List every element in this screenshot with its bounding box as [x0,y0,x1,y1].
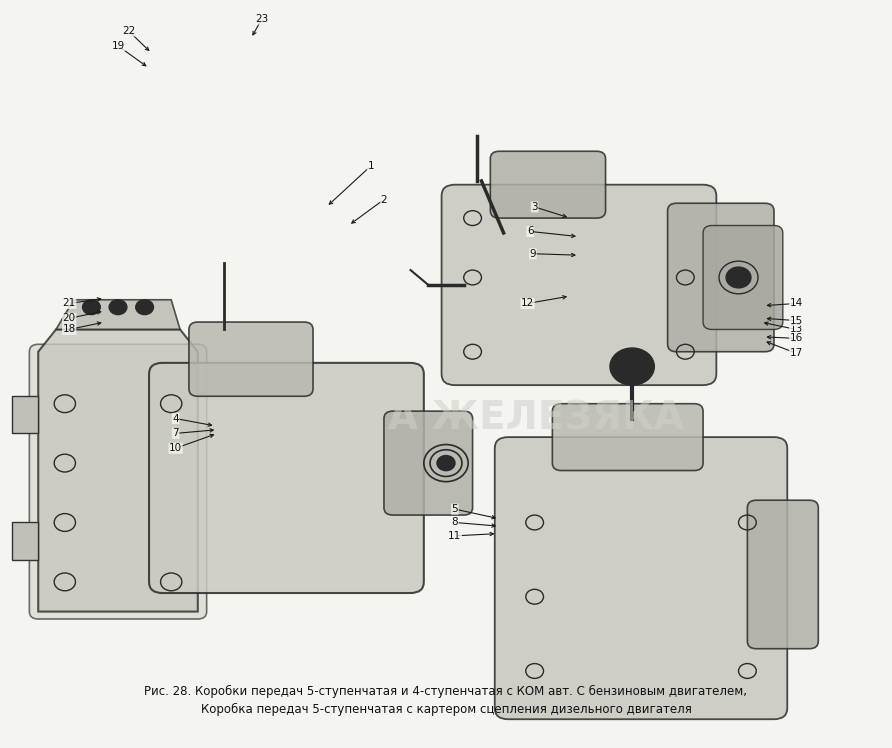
Text: 2: 2 [381,194,387,204]
FancyBboxPatch shape [442,185,716,385]
Text: Коробка передач 5-ступенчатая с картером сцепления дизельного двигателя: Коробка передач 5-ступенчатая с картером… [201,703,691,716]
Text: 8: 8 [451,518,458,527]
Text: 17: 17 [789,349,803,358]
Text: 22: 22 [122,26,136,36]
Text: 20: 20 [62,313,76,323]
Text: 1: 1 [368,161,374,171]
FancyBboxPatch shape [29,344,207,619]
Text: 15: 15 [789,316,803,325]
Text: 18: 18 [62,325,76,334]
Text: ПЛАНЕТА ЖЕЛЕЗЯКА: ПЛАНЕТА ЖЕЛЕЗЯКА [208,399,684,438]
Text: 16: 16 [789,334,803,343]
Circle shape [726,267,751,288]
Text: 19: 19 [112,41,125,51]
Text: 10: 10 [169,444,182,453]
FancyBboxPatch shape [747,500,818,649]
Circle shape [83,300,100,315]
FancyBboxPatch shape [491,151,606,218]
FancyBboxPatch shape [495,437,788,720]
Text: 23: 23 [255,14,268,24]
FancyBboxPatch shape [703,225,783,329]
Text: 9: 9 [530,249,536,259]
Polygon shape [12,523,38,560]
Circle shape [136,300,153,315]
FancyBboxPatch shape [149,363,424,593]
Circle shape [437,456,455,470]
Polygon shape [12,396,38,433]
Text: 14: 14 [789,298,803,308]
FancyBboxPatch shape [552,404,703,470]
FancyBboxPatch shape [384,411,473,515]
Text: 21: 21 [62,298,76,308]
Text: 3: 3 [532,202,538,212]
Polygon shape [56,300,180,329]
Text: 4: 4 [172,414,179,423]
FancyBboxPatch shape [667,203,774,352]
Polygon shape [38,329,198,612]
Text: 5: 5 [451,504,458,514]
Text: 11: 11 [449,531,461,541]
Circle shape [109,300,127,315]
Text: 12: 12 [521,298,534,308]
FancyBboxPatch shape [189,322,313,396]
Circle shape [610,348,655,385]
Text: 13: 13 [789,325,803,334]
Text: 6: 6 [527,227,533,236]
Text: 7: 7 [172,429,179,438]
Text: Рис. 28. Коробки передач 5-ступенчатая и 4-ступенчатая с КОМ авт. С бензиновым д: Рис. 28. Коробки передач 5-ступенчатая и… [145,684,747,698]
